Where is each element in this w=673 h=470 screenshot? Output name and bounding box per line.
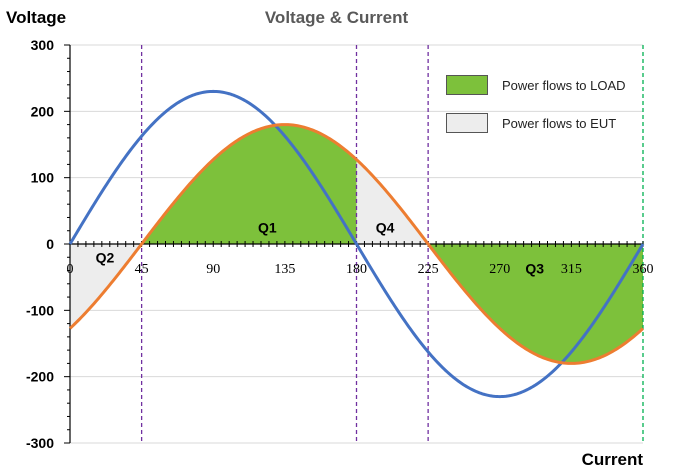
legend-swatch-load [446, 75, 488, 95]
x-tick-label-2: 90 [206, 262, 220, 277]
y-tick-label-0: -300 [26, 435, 54, 451]
y-tick-label-4: 100 [31, 170, 55, 186]
x-tick-label-3: 135 [274, 262, 295, 277]
x-tick-label-1: 45 [135, 262, 149, 277]
legend-item-load: Power flows to LOAD [446, 66, 661, 104]
x-tick-label-0: 0 [67, 262, 74, 277]
x-axis-label: Current [581, 450, 643, 469]
legend-swatch-eut [446, 113, 488, 133]
legend: Power flows to LOAD Power flows to EUT [446, 66, 661, 142]
legend-label-load: Power flows to LOAD [502, 77, 626, 93]
series-line-current [68, 123, 645, 365]
y-tick-label-3: 0 [46, 236, 54, 252]
region-label-q4: Q4 [376, 219, 395, 235]
series-line-voltage [68, 89, 645, 399]
x-tick-label-6: 270 [489, 262, 510, 277]
legend-label-eut: Power flows to EUT [502, 115, 617, 131]
x-tick-label-7: 315 [561, 262, 582, 277]
y-tick-label-6: 300 [31, 37, 55, 53]
y-tick-label-2: -100 [26, 302, 54, 318]
y-tick-label-1: -200 [26, 369, 54, 385]
shaded-region-3 [428, 244, 643, 364]
region-label-q3: Q3 [525, 261, 544, 277]
region-label-q1: Q1 [258, 219, 277, 235]
shaded-region-1 [141, 124, 357, 244]
x-tick-label-8: 360 [633, 262, 654, 277]
x-tick-label-5: 225 [418, 262, 439, 277]
y-tick-label-5: 200 [31, 103, 55, 119]
region-label-q2: Q2 [96, 249, 115, 265]
legend-item-eut: Power flows to EUT [446, 104, 661, 142]
x-tick-label-4: 180 [346, 262, 367, 277]
y-axis-label: Voltage [6, 8, 67, 27]
chart-title: Voltage & Current [264, 8, 409, 27]
